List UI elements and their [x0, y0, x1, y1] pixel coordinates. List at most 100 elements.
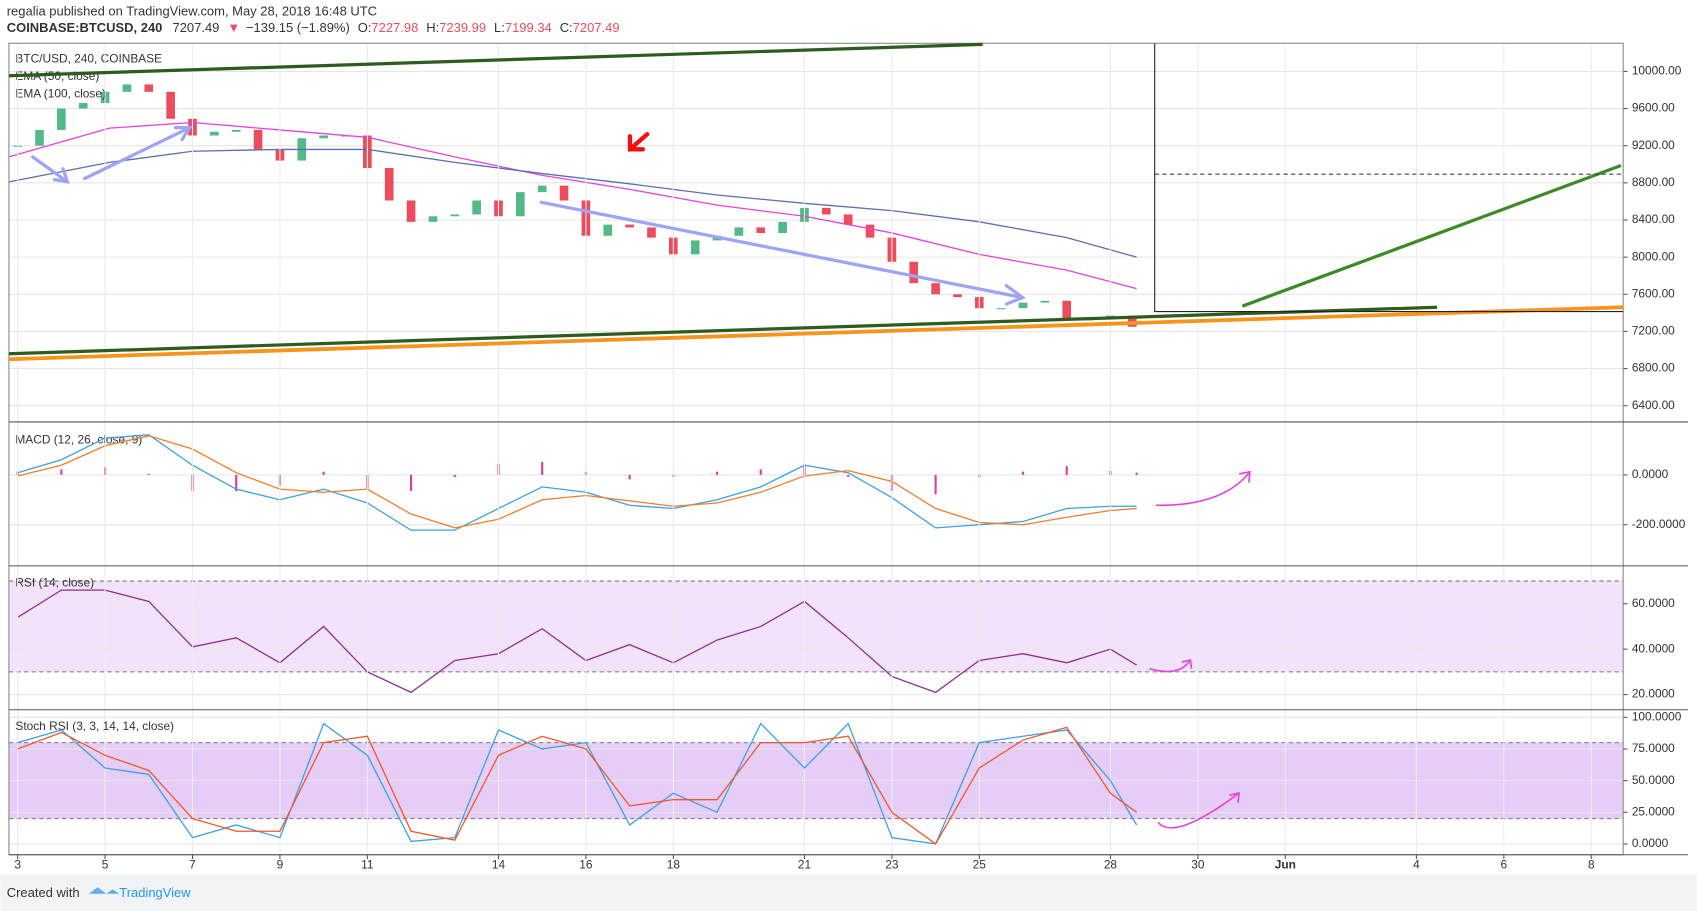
x-tick-label: 7: [189, 858, 196, 872]
ohlc-label: C:: [560, 21, 573, 36]
byline: regalia published on TradingView.com, Ma…: [7, 3, 377, 18]
trendline: [8, 305, 1624, 362]
y-tick-label: 0.0000: [1632, 836, 1669, 850]
ohlc-label: H:: [426, 21, 439, 36]
pink-arrows: [1149, 470, 1251, 829]
candle: [253, 129, 263, 150]
candle: [166, 91, 175, 119]
y-tick-label: 7200.00: [1632, 324, 1675, 338]
y-tick-label: -200.0000: [1632, 517, 1686, 531]
candle: [778, 221, 787, 233]
arrow: [1155, 470, 1251, 507]
y-tick-label: 8000.00: [1632, 249, 1675, 263]
ohlc-value: 7239.99: [439, 21, 486, 36]
candle: [1062, 300, 1072, 320]
y-tick-label: 6400.00: [1632, 398, 1675, 412]
x-tick-label: 4: [1413, 858, 1420, 872]
candle: [406, 200, 416, 222]
x-tick-label: 11: [361, 858, 374, 872]
candle: [57, 108, 66, 130]
arrows: [31, 126, 1027, 306]
footer-brand[interactable]: TradingView: [119, 885, 191, 900]
candle: [122, 84, 132, 92]
ohlc-value: 7199.34: [505, 21, 552, 36]
range-box: [1154, 43, 1624, 313]
candle: [865, 224, 875, 238]
candle: [384, 167, 394, 201]
frame: [8, 42, 1689, 856]
candle: [647, 227, 656, 238]
x-tick-label: 21: [798, 858, 812, 872]
symbol: COINBASE:BTCUSD, 240: [7, 21, 163, 36]
candle: [78, 102, 88, 109]
line: [17, 722, 1138, 845]
x-tick-label: 8: [1588, 858, 1595, 872]
arrow: ▼: [227, 21, 240, 36]
candle: [821, 207, 831, 215]
x-tick-label: 14: [492, 858, 506, 872]
y-tick-label: 9200.00: [1632, 138, 1675, 152]
change: −139.15 (−1.89%): [246, 21, 350, 36]
x-tick-label: 18: [667, 858, 681, 872]
footer-bar: [0, 874, 1697, 911]
trendline: [8, 42, 983, 78]
candle: [472, 200, 481, 215]
y-tick-label: 60.0000: [1632, 596, 1675, 610]
arrow: [539, 200, 1027, 306]
candle: [996, 308, 1006, 310]
ohlc-label: L:: [494, 21, 505, 36]
candle: [1040, 300, 1050, 303]
candle: [450, 214, 460, 217]
x-tick-label: 23: [885, 858, 899, 872]
logo[interactable]: [88, 887, 120, 894]
symbol-line: COINBASE:BTCUSD, 240 7207.49 ▼ −139.15 (…: [7, 21, 620, 36]
x-tick-label: 28: [1104, 858, 1118, 872]
candle: [516, 192, 525, 217]
legend-entry: EMA (100, close): [15, 86, 106, 100]
candle: [319, 135, 328, 139]
candle: [843, 214, 853, 225]
candle: [210, 131, 219, 136]
band: [8, 581, 1624, 672]
ohlc-value: 7227.98: [371, 21, 418, 36]
candle: [690, 240, 700, 255]
candle: [537, 185, 547, 193]
x-tick-label: 25: [973, 858, 987, 872]
y-tick-label: 7600.00: [1632, 286, 1675, 300]
trendline: [1241, 164, 1622, 308]
candle: [231, 129, 241, 132]
candle: [603, 224, 613, 236]
x-tick-label: Jun: [1275, 858, 1296, 872]
arrow: [1157, 792, 1241, 829]
line: [17, 726, 1138, 845]
x-tick-label: 9: [277, 858, 284, 872]
candle: [909, 261, 919, 284]
candle: [931, 283, 940, 295]
y-tick-label: 20.0000: [1632, 687, 1675, 701]
y-tick-label: 75.0000: [1632, 741, 1675, 755]
candle: [953, 294, 962, 298]
panel-title: Stoch RSI (3, 3, 14, 14, close): [15, 719, 174, 733]
candle: [35, 129, 44, 146]
arrow: [31, 155, 70, 184]
x-tick-label: 5: [102, 858, 109, 872]
y-tick-label: 8800.00: [1632, 175, 1675, 189]
arrow: [1149, 658, 1193, 673]
y-tick-label: 8400.00: [1632, 212, 1675, 226]
y-tick-label: 9600.00: [1632, 101, 1675, 115]
y-tick-label: 50.0000: [1632, 773, 1675, 787]
price: 7207.49: [173, 21, 220, 36]
candle: [734, 227, 744, 236]
candle: [625, 224, 634, 228]
x-tick-label: 6: [1501, 858, 1508, 872]
x-tick-label: 3: [14, 858, 21, 872]
y-tick-label: 100.0000: [1632, 709, 1682, 723]
y-tick-label: 0.0000: [1632, 467, 1669, 481]
ohlc-value: 7207.49: [573, 21, 620, 36]
y-tick-label: 25.0000: [1632, 804, 1675, 818]
candle: [559, 185, 569, 201]
candle: [428, 216, 438, 222]
red-arrow: [627, 131, 650, 152]
